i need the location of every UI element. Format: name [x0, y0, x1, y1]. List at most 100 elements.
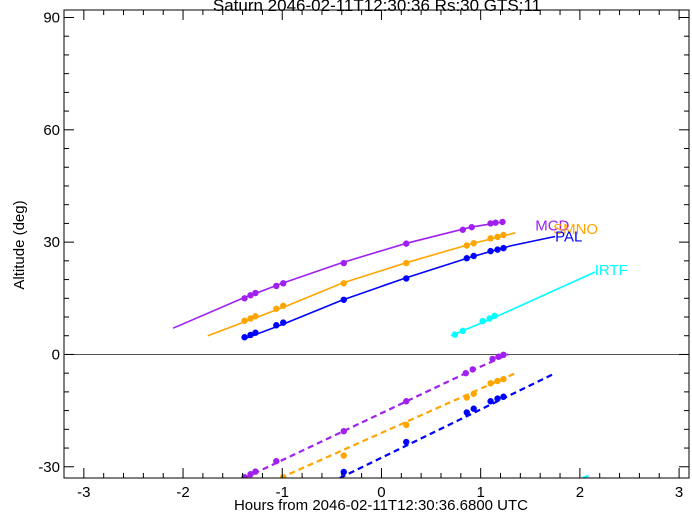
x-tick-labels: -3 -2 -1 0 1 2 3 — [77, 484, 683, 501]
y-tick-label: 0 — [52, 346, 60, 363]
data-point-below-smno — [500, 375, 507, 383]
data-point-smno — [241, 317, 248, 324]
x-axis-title: Hours from 2046-02-11T12:30:36.6800 UTC — [234, 497, 528, 514]
data-point-smno — [487, 235, 494, 242]
x-tick-label: 3 — [675, 484, 683, 501]
data-point-irtf — [459, 327, 467, 335]
series-line-pal — [242, 235, 556, 341]
data-point-smno — [500, 231, 507, 239]
data-point-pal — [280, 319, 287, 326]
series-line-smno — [207, 232, 516, 337]
data-point-mcd — [273, 282, 280, 290]
data-point-irtf — [479, 317, 486, 325]
data-point-below-pal — [470, 405, 477, 412]
data-point-pal — [500, 244, 507, 252]
y-tick-label: -30 — [38, 459, 60, 476]
data-point-smno — [247, 315, 254, 322]
data-point-irtf — [491, 312, 498, 320]
series-irtf — [450, 271, 596, 478]
data-point-below-mcd — [273, 457, 280, 465]
data-point-below-pal — [487, 398, 494, 405]
series-line-mcd — [172, 221, 501, 329]
chart-title: Saturn 2046-02-11T12:30:36 Rs:30 GTS:11 — [213, 0, 541, 15]
data-point-below-smno — [487, 380, 494, 387]
axis-ticks — [63, 10, 689, 478]
y-tick-label: 30 — [43, 234, 60, 251]
data-point-pal — [340, 296, 347, 303]
series-line-irtf — [450, 271, 596, 337]
data-point-pal — [273, 322, 280, 329]
data-point-smno — [340, 280, 347, 287]
data-point-below-smno — [403, 421, 410, 429]
data-point-below-mcd — [462, 369, 469, 377]
data-point-irtf — [451, 331, 459, 338]
data-point-smno — [403, 259, 410, 267]
data-point-smno — [252, 313, 259, 320]
data-point-smno — [470, 240, 477, 247]
series-label-mcd: MCD — [535, 217, 569, 234]
plot-area — [64, 218, 689, 478]
data-point-mcd — [487, 220, 494, 227]
x-tick-label: 0 — [377, 484, 385, 501]
series-dashed-irtf — [582, 473, 593, 478]
data-point-pal — [247, 331, 254, 339]
data-point-mcd — [499, 218, 506, 226]
data-point-below-smno — [494, 377, 501, 385]
series-label-smno: SMNO — [553, 221, 598, 238]
data-point-pal — [494, 246, 501, 253]
data-point-pal — [470, 252, 477, 260]
data-point-below-pal — [403, 438, 410, 446]
x-tick-label: 2 — [576, 484, 584, 501]
data-point-smno — [494, 233, 501, 241]
series-label-pal: PAL — [555, 229, 582, 246]
data-point-mcd — [241, 295, 248, 302]
data-point-mcd — [459, 226, 467, 233]
x-tick-label: 1 — [476, 484, 484, 501]
y-tick-label: 90 — [43, 9, 60, 26]
data-point-smno — [280, 302, 287, 309]
y-tick-label: 60 — [43, 122, 60, 139]
data-point-irtf — [486, 315, 493, 322]
data-point-below-pal — [463, 409, 470, 416]
data-point-below-mcd — [469, 366, 476, 373]
y-tick-labels: -30 0 30 60 90 — [38, 9, 60, 475]
series-label-irtf: IRTF — [595, 262, 628, 279]
data-point-pal — [241, 334, 248, 341]
data-point-mcd — [247, 292, 254, 299]
data-point-pal — [487, 247, 494, 255]
data-point-mcd — [252, 289, 259, 297]
data-point-below-mcd — [500, 351, 507, 359]
plot-frame — [63, 9, 690, 479]
data-point-mcd — [492, 219, 499, 226]
data-point-below-mcd — [252, 468, 259, 475]
data-point-smno — [463, 242, 470, 249]
series-dashed-pal — [339, 372, 556, 478]
series-smno — [207, 231, 516, 478]
data-point-below-smno — [470, 390, 477, 397]
x-tick-label: -2 — [176, 484, 189, 501]
series-mcd — [172, 218, 509, 478]
data-point-pal — [463, 255, 470, 262]
data-point-mcd — [403, 240, 410, 247]
data-point-below-mcd — [489, 355, 496, 363]
data-point-smno — [273, 305, 280, 312]
y-axis-title: Altitude (deg) — [11, 200, 28, 289]
data-point-below-smno — [463, 394, 470, 401]
data-point-pal — [403, 275, 410, 282]
x-tick-label: -3 — [77, 484, 90, 501]
data-point-below-mcd — [340, 428, 347, 435]
data-point-below-pal — [500, 393, 507, 400]
data-point-mcd — [468, 223, 475, 231]
data-point-below-mcd — [247, 471, 254, 478]
data-point-below-mcd — [495, 353, 502, 360]
series-pal — [241, 235, 556, 478]
data-point-below-smno — [280, 474, 287, 478]
series-dashed-smno — [279, 372, 516, 478]
data-point-below-smno — [340, 452, 347, 459]
data-point-below-mcd — [403, 398, 410, 405]
data-point-mcd — [280, 280, 287, 287]
data-point-mcd — [340, 259, 347, 267]
